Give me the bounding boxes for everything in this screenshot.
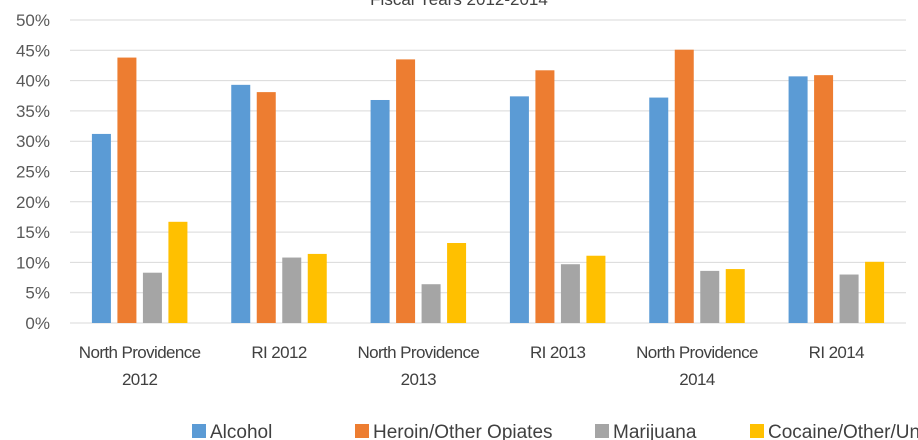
bar-alcohol [231,84,251,323]
legend-item: Alcohol [192,422,272,440]
y-tick-label: 5% [25,284,50,303]
y-axis-tick-labels: 0% 5% 10% 15% 20% 25% 30% 35% 40% 45% 50% [16,11,50,333]
legend-label: Cocaine/Other/Unknown [768,422,918,440]
legend-item: Cocaine/Other/Unknown [750,422,918,440]
y-tick-label: 25% [16,163,50,182]
bar-marijuana [142,272,162,323]
x-axis-category-labels: North Providence 2012 RI 2012 North Provide… [79,343,865,389]
bar-heroin-other-opiates [117,57,137,324]
y-tick-label: 45% [16,41,50,60]
y-tick-label: 10% [16,253,50,272]
legend-label: Marijuana [613,422,697,440]
bars [91,49,885,324]
legend-item: Heroin/Other Opiates [355,422,553,440]
y-tick-label: 30% [16,132,50,151]
x-category-label: North Providence 2013 [357,343,479,389]
y-tick-label: 50% [16,11,50,30]
chart-title: Fiscal Years 2012-2014 [370,0,548,9]
bar-heroin-other-opiates [256,92,276,323]
y-tick-label: 20% [16,193,50,212]
legend-label: Heroin/Other Opiates [373,422,553,440]
legend-swatch [750,424,764,438]
legend: Alcohol Heroin/Other Opiates Marijuana Coca… [192,422,918,440]
legend-swatch [595,424,609,438]
bar-cocaine-other-unknown [307,253,327,323]
bar-alcohol [91,133,111,323]
bar-alcohol [788,76,808,323]
x-category-label: RI 2012 [251,343,306,362]
bar-cocaine-other-unknown [168,221,188,323]
legend-swatch [192,424,206,438]
bar-heroin-other-opiates [814,75,834,324]
bar-marijuana [700,270,720,323]
bar-alcohol [370,99,390,323]
bar-cocaine-other-unknown [447,243,467,323]
bar-alcohol [509,96,529,323]
x-category-label: RI 2014 [809,343,864,362]
bar-heroin-other-opiates [396,59,416,323]
bar-marijuana [560,264,580,323]
gridlines [70,19,906,324]
y-tick-label: 40% [16,72,50,91]
x-category-label: North Providence 2014 [636,343,758,389]
bar-cocaine-other-unknown [725,269,745,323]
x-category-label: North Providence 2012 [79,343,201,389]
bar-heroin-other-opiates [535,70,555,323]
bar-alcohol [649,97,669,324]
bar-heroin-other-opiates [674,49,694,323]
bar-marijuana [421,284,441,323]
bar-cocaine-other-unknown [865,261,885,323]
legend-label: Alcohol [210,422,272,440]
y-tick-label: 15% [16,223,50,242]
y-tick-label: 0% [25,314,50,333]
y-tick-label: 35% [16,102,50,121]
legend-item: Marijuana [595,422,697,440]
bar-marijuana [839,274,859,323]
x-category-label: RI 2013 [530,343,585,362]
bar-marijuana [282,257,302,323]
legend-swatch [355,424,369,438]
bar-cocaine-other-unknown [586,255,606,323]
